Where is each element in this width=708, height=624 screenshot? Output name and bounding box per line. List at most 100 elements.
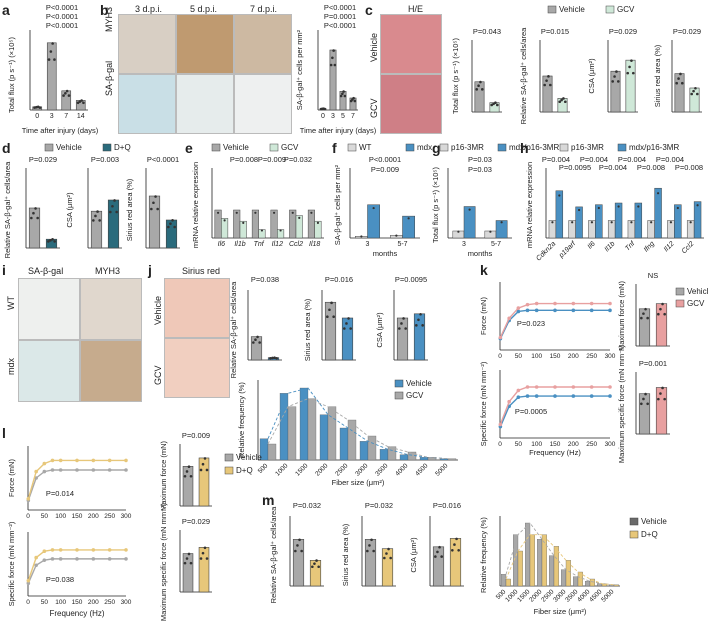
point-l2-0-1 — [34, 563, 38, 568]
l-pval-2: P=0.009 — [182, 431, 210, 440]
d-legend-label-0: Vehicle — [56, 143, 82, 152]
l-xlabel: Frequency (Hz) — [49, 609, 104, 618]
dot-h-6-0 — [669, 221, 673, 224]
dot-a-1-3 — [53, 58, 56, 61]
dot-c1-0-0 — [475, 88, 479, 91]
dot-m3-1-1 — [453, 543, 456, 546]
dot-g-0-0 — [457, 230, 460, 233]
dot-e-1-0 — [235, 211, 238, 214]
bar-m1-0 — [292, 539, 305, 587]
dot-c4-0-2 — [679, 72, 682, 76]
dot-m2-1-2 — [387, 547, 390, 551]
dot-l4-0-2 — [187, 552, 191, 556]
point-k1-0-8 — [608, 308, 612, 313]
dot-j3-0-2 — [402, 317, 405, 320]
b-img-myh3-3 — [118, 14, 176, 74]
j-legend-b-swatch-0 — [394, 391, 404, 400]
hbar-j4-3-1 — [327, 406, 337, 461]
dot-j3-1-2 — [419, 312, 422, 316]
h-pval-6: P=0.004 — [656, 155, 684, 164]
bar-d3-0 — [148, 195, 161, 249]
point-l1-1-2 — [42, 461, 47, 466]
a-pval-1: P<0.0001 — [46, 12, 78, 21]
dot-d3-0-1 — [152, 201, 155, 205]
point-k1-1-8 — [608, 301, 612, 306]
dot-c2-1-0 — [558, 100, 562, 104]
dot-g-1-1 — [500, 221, 503, 224]
d-legend-swatch-0 — [44, 143, 54, 152]
j-legend-a-label-0: Vehicle — [406, 379, 432, 388]
dot-m2-0-3 — [372, 549, 375, 553]
dot-e-5-1 — [316, 221, 320, 224]
tick-l2-0: 0 — [26, 599, 30, 606]
panel-letter-g: g — [432, 140, 441, 156]
bar-k4-0 — [638, 393, 651, 435]
dot-h-2-1 — [597, 206, 600, 210]
panel-letter-a: a — [2, 2, 10, 18]
tick-l1-0: 0 — [26, 513, 30, 520]
point-l2-1-8 — [124, 548, 128, 552]
dot-d1-0-1 — [32, 211, 35, 215]
k-pval-3: P=0.001 — [639, 359, 667, 368]
point-l1-1-1 — [34, 469, 38, 474]
c-legend-label-1: GCV — [617, 5, 635, 14]
bar-j3-0 — [396, 317, 409, 361]
dot-l3-0-0 — [183, 474, 187, 478]
tick-m4-4: 2500 — [540, 588, 555, 603]
dot-c4-1-3 — [695, 92, 699, 96]
point-l1-1-5 — [75, 458, 79, 463]
hbar-m4-8-1 — [601, 583, 607, 587]
bar-h-2-1 — [595, 204, 603, 239]
hbar-j4-4-1 — [347, 419, 357, 461]
dot-l4-0-0 — [183, 561, 187, 565]
dot-c1-1-2 — [494, 101, 497, 105]
dot-c3-0-1 — [613, 75, 616, 78]
dot-b-2-0 — [339, 94, 343, 98]
point-k2-1-1 — [507, 399, 511, 404]
point-k2-0-7 — [589, 394, 594, 398]
point-l2-1-5 — [75, 548, 79, 552]
dot-c4-0-1 — [677, 77, 680, 80]
h-legend-swatch-0 — [559, 143, 569, 152]
dot-k4-1-2 — [661, 386, 664, 390]
c-img-gcv — [380, 74, 442, 134]
hbar-j4-8-0 — [419, 457, 429, 461]
point-k1-1-6 — [571, 301, 576, 306]
bar-j2-0 — [324, 301, 337, 361]
bar-e-4-0 — [289, 209, 297, 239]
tick-e-5: Il18 — [309, 241, 320, 248]
tick-l2-5: 250 — [104, 599, 115, 606]
f-legend-swatch-0 — [347, 143, 357, 152]
point-l2-0-8 — [124, 557, 128, 561]
k-xlabel: Frequency (Hz) — [529, 448, 581, 457]
j-legend-b-label-0: GCV — [406, 391, 424, 400]
dot-k4-0-3 — [646, 402, 649, 406]
dot-d3-1-3 — [173, 225, 176, 229]
dot-a-3-3 — [82, 101, 85, 105]
dot-h-3-0 — [610, 221, 613, 224]
dot-a-3-2 — [80, 99, 83, 102]
point-l1-1-8 — [124, 458, 128, 463]
a-xlabel: Time after injury (days) — [22, 126, 99, 135]
tick-k1-6: 300 — [605, 353, 616, 360]
dot-a-2-0 — [62, 94, 65, 97]
k-legend-a-swatch-0 — [675, 287, 685, 296]
tick-j4-9: 5000 — [434, 462, 449, 477]
h-pval-2: P=0.004 — [580, 155, 608, 164]
tick-m4-3: 2000 — [528, 588, 543, 603]
tick-k1-4: 200 — [568, 353, 579, 360]
k-ylabel-1: Specific force (mN mm⁻²) — [479, 361, 488, 446]
dot-c2-0-1 — [545, 79, 548, 82]
dot-d2-1-2 — [113, 199, 116, 202]
panel-letter-l: l — [2, 425, 6, 441]
point-k2-0-4 — [534, 394, 539, 398]
bar-j3-1 — [413, 313, 426, 361]
c-pval-1: P=0.015 — [541, 27, 569, 36]
point-k2-1-2 — [516, 388, 521, 393]
tick-k2-6: 300 — [605, 441, 616, 448]
dot-c3-1-0 — [626, 71, 630, 75]
c-ylabel-3: Sirius red area (%) — [653, 44, 662, 107]
panel-letter-i: i — [2, 262, 6, 278]
tick-b-1: 3 — [331, 113, 335, 120]
dot-c4-1-2 — [694, 86, 697, 90]
